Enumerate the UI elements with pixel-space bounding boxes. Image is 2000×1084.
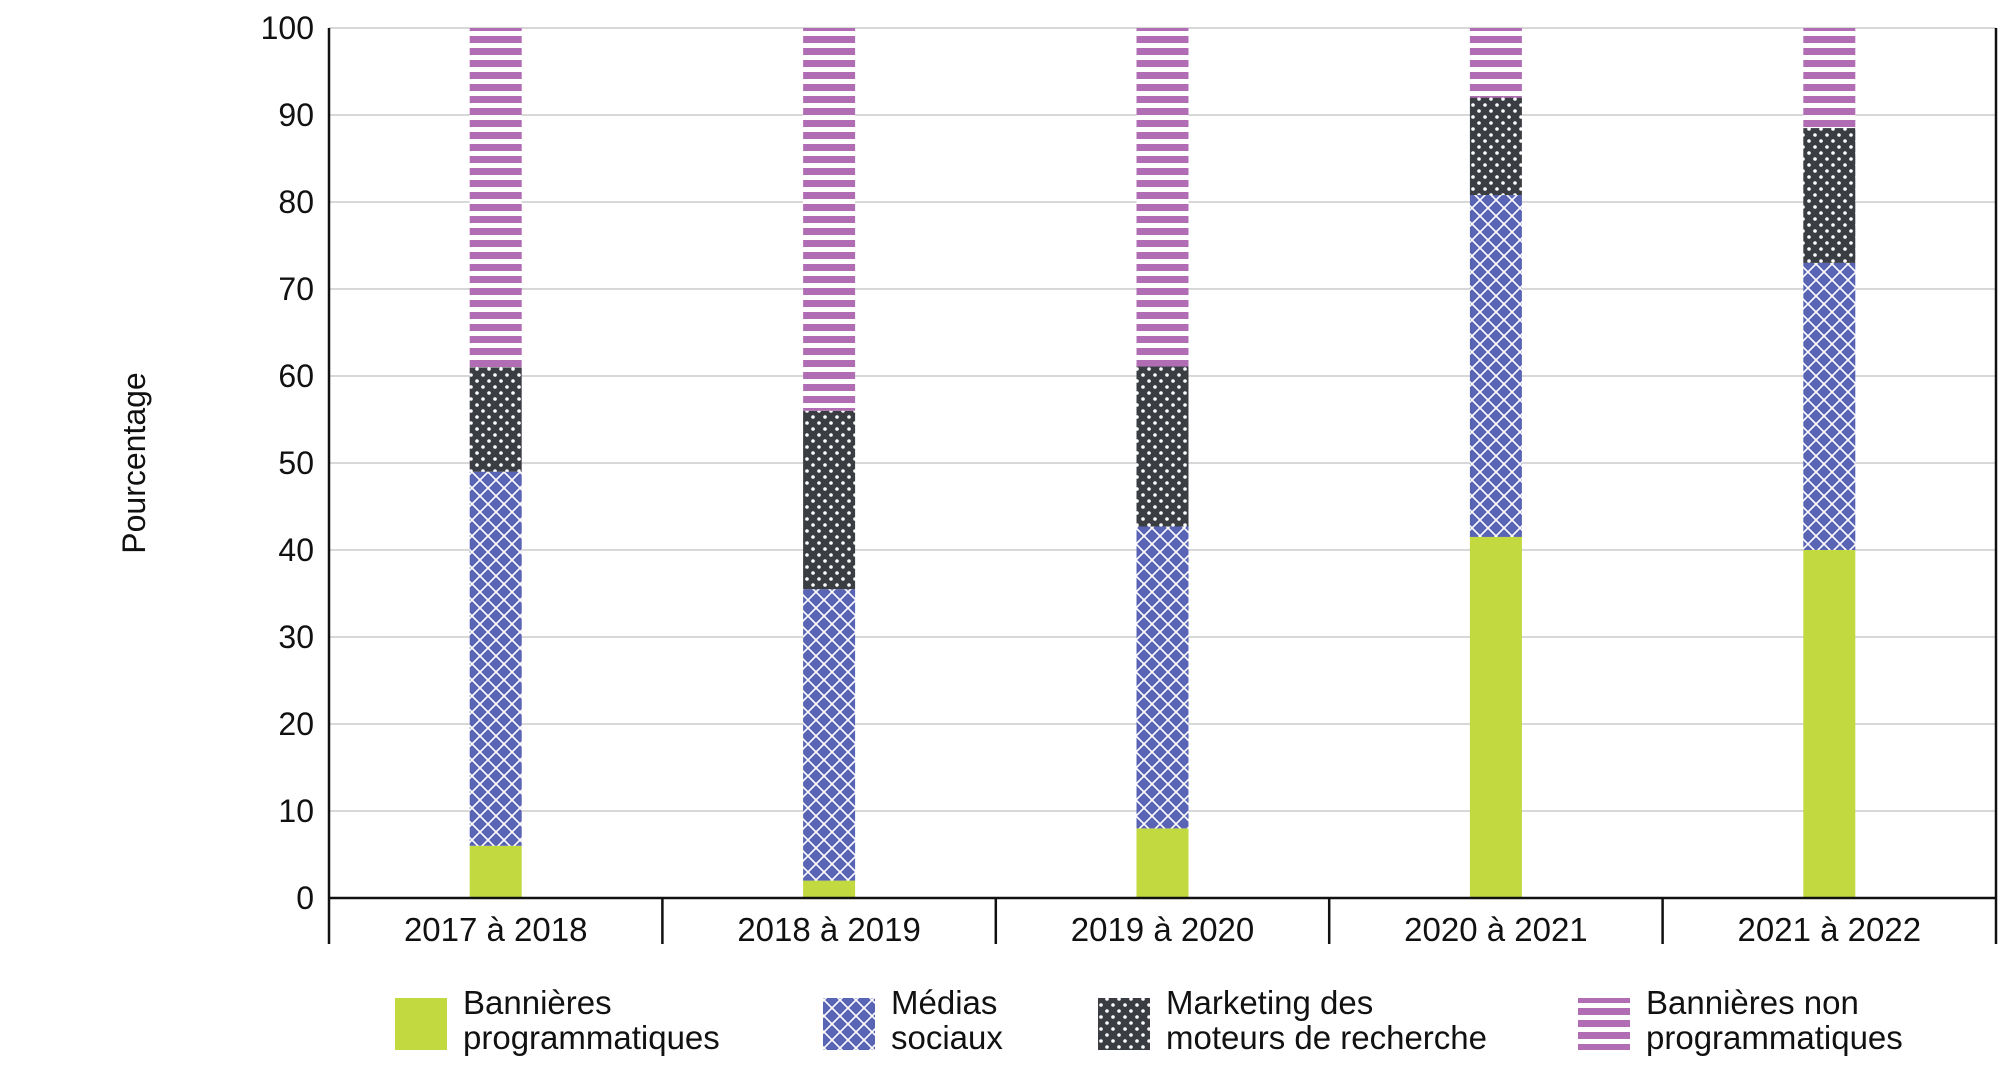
bar-segment: [1803, 550, 1856, 898]
legend-label: Bannières non: [1646, 984, 1859, 1021]
y-tick-label: 70: [278, 271, 314, 307]
bar-segment: [1803, 28, 1856, 129]
x-tick-label: 2017 à 2018: [404, 911, 588, 948]
y-tick-label: 90: [278, 97, 314, 133]
bar-segment: [803, 28, 856, 411]
bar-segment: [469, 845, 522, 898]
bars: [469, 28, 1856, 898]
bar-segment: [469, 471, 522, 846]
bar-segment: [1136, 526, 1189, 829]
legend-label: Bannières: [463, 984, 612, 1021]
bar-segment: [469, 367, 522, 472]
y-axis-label: Pourcentage: [116, 372, 152, 553]
x-tick-label: 2019 à 2020: [1071, 911, 1255, 948]
bar-segment: [803, 410, 856, 590]
legend: BannièresprogrammatiquesMédiassociauxMar…: [395, 984, 1903, 1056]
bar-segment: [803, 880, 856, 898]
bar-segment: [1136, 28, 1189, 367]
y-tick-label: 0: [296, 880, 314, 916]
legend-label: Médias: [891, 984, 997, 1021]
y-tick-label: 40: [278, 532, 314, 568]
bar-segment: [1469, 536, 1522, 898]
y-tick-label: 60: [278, 358, 314, 394]
axes: [327, 28, 1998, 900]
legend-label: moteurs de recherche: [1166, 1019, 1487, 1056]
bar-segment: [1803, 128, 1856, 263]
legend-label: programmatiques: [463, 1019, 720, 1056]
legend-swatch: [1098, 998, 1150, 1050]
y-tick-label: 30: [278, 619, 314, 655]
bar-segment: [803, 589, 856, 881]
y-tick-label: 10: [278, 793, 314, 829]
legend-swatch: [1578, 998, 1630, 1050]
x-axis: 2017 à 2018 2018 à 2019 2019 à 2020 2020 à …: [327, 898, 1998, 948]
y-axis-ticks: 0 10 20 30 40 50 60 70 80 90 100: [261, 10, 314, 916]
bar-segment: [1136, 828, 1189, 898]
y-tick-label: 100: [261, 10, 314, 46]
legend-label: programmatiques: [1646, 1019, 1903, 1056]
bar-segment: [1469, 28, 1522, 98]
bar-segment: [469, 28, 522, 368]
y-tick-label: 50: [278, 445, 314, 481]
legend-swatch: [395, 998, 447, 1050]
legend-label: sociaux: [891, 1019, 1003, 1056]
legend-swatch: [823, 998, 875, 1050]
x-tick-label: 2018 à 2019: [737, 911, 921, 948]
bar-segment: [1469, 97, 1522, 196]
legend-label: Marketing des: [1166, 984, 1373, 1021]
bar-segment: [1136, 366, 1189, 527]
y-tick-label: 20: [278, 706, 314, 742]
y-tick-label: 80: [278, 184, 314, 220]
bar-segment: [1803, 262, 1856, 550]
bar-segment: [1469, 195, 1522, 537]
x-tick-label: 2021 à 2022: [1738, 911, 1922, 948]
x-tick-label: 2020 à 2021: [1404, 911, 1588, 948]
